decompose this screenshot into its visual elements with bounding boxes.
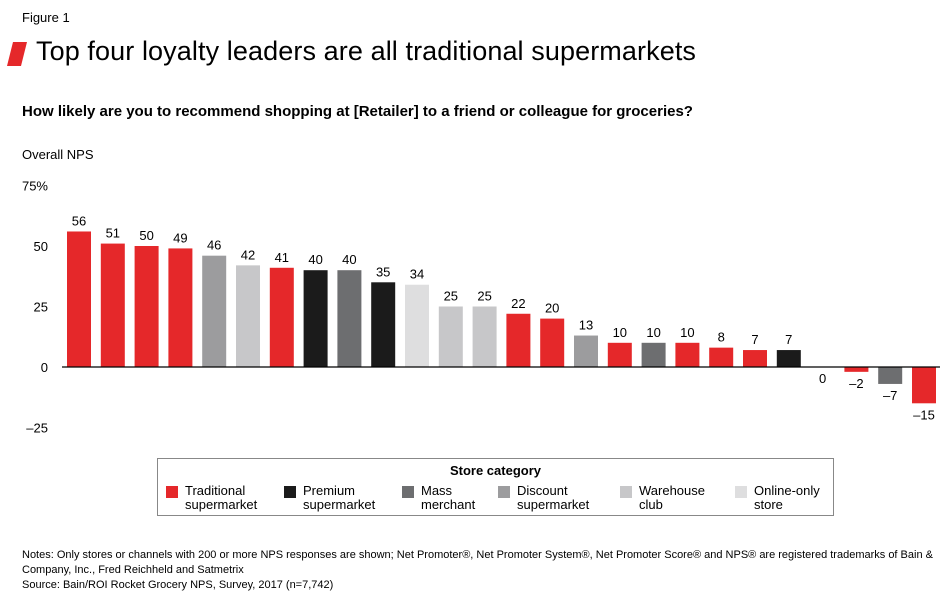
bar <box>371 282 396 367</box>
bar <box>134 246 159 367</box>
bar <box>641 342 666 367</box>
bar <box>709 347 734 367</box>
bar <box>540 318 565 367</box>
survey-question: How likely are you to recommend shopping… <box>22 103 693 120</box>
bar-value-label: –15 <box>913 407 935 422</box>
bar-value-label: 8 <box>718 330 725 345</box>
bar-value-label: –2 <box>849 376 863 391</box>
notes-text: Notes: Only stores or channels with 200 … <box>22 549 933 576</box>
bar-value-label: 35 <box>376 264 390 279</box>
bar-value-label: 46 <box>207 238 221 253</box>
bar-value-label: 51 <box>106 226 120 241</box>
bar-value-label: 7 <box>751 332 758 347</box>
bar <box>438 306 463 367</box>
bar <box>303 270 328 367</box>
bar <box>269 267 294 367</box>
bar <box>776 350 801 367</box>
bar-value-label: 50 <box>139 228 153 243</box>
y-tick-label: –25 <box>26 421 48 436</box>
bar <box>844 367 869 372</box>
legend-label: Traditional supermarket <box>185 483 258 512</box>
legend-item: Online-only store <box>735 484 820 512</box>
bar <box>743 350 767 367</box>
bar <box>675 342 700 367</box>
bar-value-label: 7 <box>785 332 792 347</box>
legend-item: Traditional supermarket <box>166 484 257 512</box>
bar-value-label: –7 <box>883 388 897 403</box>
legend-swatch <box>498 486 510 498</box>
bar <box>337 270 362 367</box>
legend-item: Premium supermarket <box>284 484 375 512</box>
legend-item: Warehouse club <box>620 484 705 512</box>
y-tick-label: 0 <box>41 360 48 375</box>
bar <box>236 265 260 367</box>
legend-swatch <box>620 486 632 498</box>
legend-swatch <box>735 486 747 498</box>
legend-swatch <box>166 486 178 498</box>
legend-item: Discount supermarket <box>498 484 589 512</box>
bar-chart: Overall NPS 75% 50 25 0 –25 56 51 50 49 46 42 41 40 40… <box>22 147 940 436</box>
bar <box>912 367 936 404</box>
bar-value-label: 10 <box>613 325 627 340</box>
bar <box>574 335 598 367</box>
bar <box>878 367 903 384</box>
bar-value-label: 25 <box>477 289 491 304</box>
footnotes: Notes: Only stores or channels with 200 … <box>22 548 937 593</box>
bar-value-label: 41 <box>275 250 289 265</box>
bar-value-label: 13 <box>579 318 593 333</box>
legend-item: Mass merchant <box>402 484 475 512</box>
bar-value-label: 49 <box>173 230 187 245</box>
figure-label: Figure 1 <box>22 10 70 25</box>
legend-label: Warehouse club <box>639 483 705 512</box>
bar-value-label: 56 <box>72 213 86 228</box>
bar-value-label: 10 <box>646 325 660 340</box>
legend-swatch <box>402 486 414 498</box>
bar <box>607 342 632 367</box>
bar-value-label: 0 <box>819 371 826 386</box>
y-tick-label: 75% <box>22 179 48 194</box>
legend-label: Online-only store <box>754 483 820 512</box>
bar <box>202 255 227 367</box>
bar-value-label: 34 <box>410 267 424 282</box>
bar <box>168 248 193 367</box>
legend-label: Discount supermarket <box>517 483 590 512</box>
bar-value-label: 10 <box>680 325 694 340</box>
bar <box>67 231 91 367</box>
bar <box>100 243 125 367</box>
legend-label: Premium supermarket <box>303 483 376 512</box>
legend-swatch <box>284 486 296 498</box>
legend-label: Mass merchant <box>421 483 476 512</box>
y-tick-label: 50 <box>34 239 48 254</box>
legend: Store category Traditional supermarket Pr… <box>157 458 834 516</box>
chart-title: Top four loyalty leaders are all traditi… <box>36 36 697 66</box>
bar-value-label: 40 <box>342 252 356 267</box>
bar-value-label: 25 <box>444 289 458 304</box>
legend-title: Store category <box>449 463 542 478</box>
bar-value-label: 42 <box>241 247 255 262</box>
source-text: Source: Bain/ROI Rocket Grocery NPS, Sur… <box>22 579 334 591</box>
bar-value-label: 40 <box>308 252 322 267</box>
bar-value-label: 22 <box>511 296 525 311</box>
title-accent-mark <box>7 42 27 66</box>
bar <box>472 306 497 367</box>
bar <box>506 313 531 367</box>
y-tick-label: 25 <box>34 300 48 315</box>
bar <box>405 284 429 367</box>
y-axis-label: Overall NPS <box>22 147 94 162</box>
bar-value-label: 20 <box>545 301 559 316</box>
